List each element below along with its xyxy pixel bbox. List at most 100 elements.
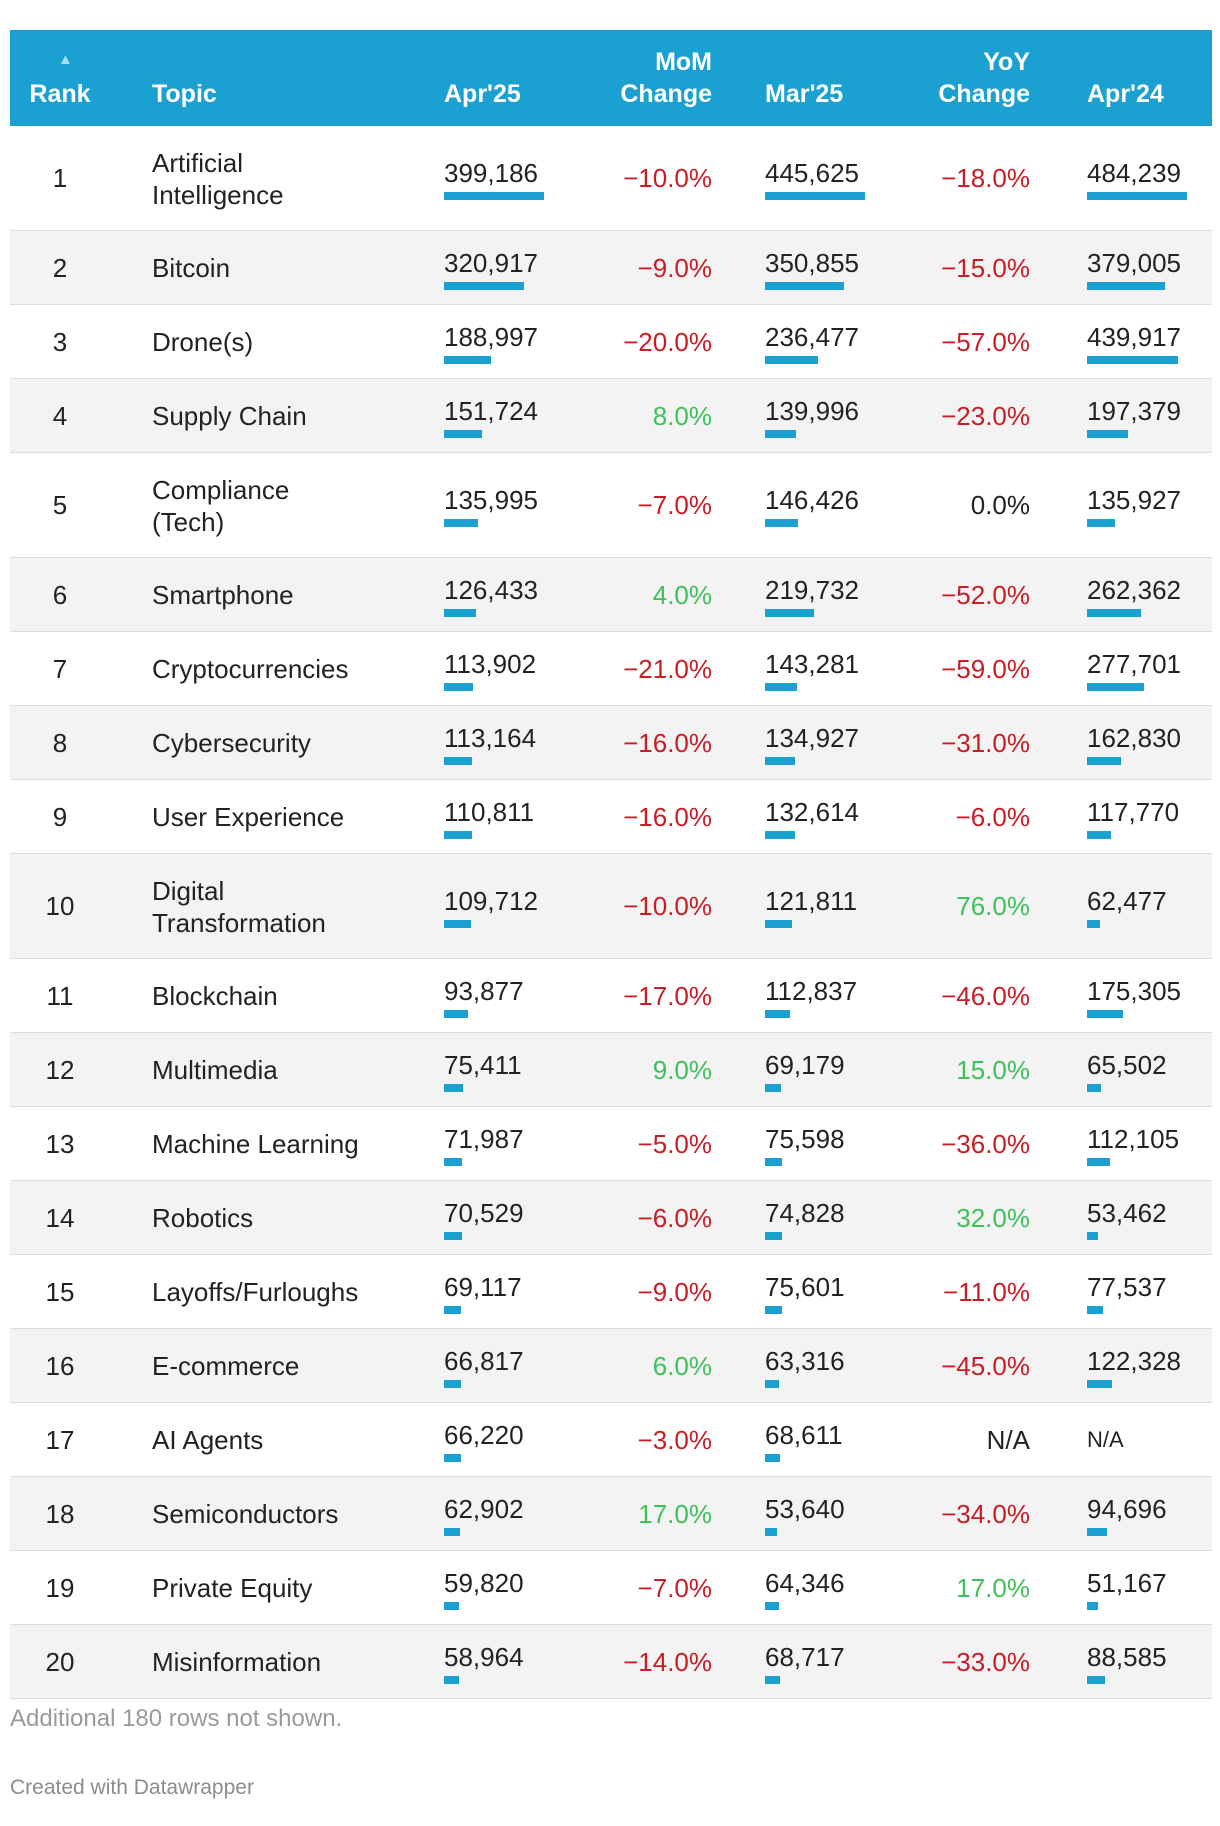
mom-change-cell: 8.0% bbox=[652, 401, 712, 431]
topic-cell: Semiconductors bbox=[152, 1498, 452, 1530]
mom-change-cell: −7.0% bbox=[637, 490, 712, 520]
apr25-value: 66,220 bbox=[444, 1420, 524, 1450]
table-row: 19 Private Equity 59,820 64,346 51,167 −7.0% 1… bbox=[10, 1551, 1212, 1625]
table-row: 6 Smartphone 126,433 219,732 262,362 4.0% −52.… bbox=[10, 558, 1212, 632]
topic-line: E-commerce bbox=[152, 1351, 300, 1381]
mom-change-cell: −16.0% bbox=[623, 728, 712, 758]
mar25-bar bbox=[765, 1380, 779, 1388]
yoy-change-cell: −36.0% bbox=[941, 1129, 1030, 1159]
yoy-change-cell: N/A bbox=[986, 1425, 1030, 1455]
topic-cell: Smartphone bbox=[152, 579, 452, 611]
mom-change-cell: −10.0% bbox=[623, 163, 712, 193]
apr24-bar bbox=[1087, 683, 1144, 691]
apr24-bar bbox=[1087, 757, 1121, 765]
apr24-value: 77,537 bbox=[1087, 1272, 1167, 1302]
table-row: 5 Compliance (Tech) 135,995 146,426 135,927 −7… bbox=[10, 453, 1212, 558]
rank-cell: 7 bbox=[52, 654, 68, 684]
apr25-bar bbox=[444, 1158, 462, 1166]
apr25-value: 69,117 bbox=[444, 1272, 522, 1302]
mar25-bar bbox=[765, 831, 795, 839]
header-yoy-line2: Change bbox=[938, 80, 1030, 108]
apr24-value: 484,239 bbox=[1087, 158, 1181, 188]
apr24-bar bbox=[1087, 1158, 1110, 1166]
topic-cell: Supply Chain bbox=[152, 400, 452, 432]
table-header: ▲ Rank Topic Apr'25 MoM Change Mar'25 Yo… bbox=[10, 30, 1212, 126]
yoy-change-cell: −6.0% bbox=[955, 802, 1030, 832]
mom-change-cell: 17.0% bbox=[638, 1499, 712, 1529]
header-mar25[interactable]: Mar'25 bbox=[765, 80, 844, 108]
yoy-change-cell: −33.0% bbox=[941, 1647, 1030, 1677]
apr24-bar bbox=[1087, 831, 1111, 839]
apr25-bar bbox=[444, 282, 524, 290]
header-mom-change[interactable]: MoM Change bbox=[542, 46, 712, 110]
mar25-value: 139,996 bbox=[765, 396, 859, 426]
topic-cell: User Experience bbox=[152, 801, 452, 833]
mar25-value: 53,640 bbox=[765, 1494, 845, 1524]
mom-change-cell: 4.0% bbox=[652, 580, 712, 610]
topic-line: Transformation bbox=[152, 908, 326, 938]
apr24-value: 162,830 bbox=[1087, 723, 1181, 753]
apr24-value: 65,502 bbox=[1087, 1050, 1167, 1080]
mar25-value: 146,426 bbox=[765, 485, 859, 515]
mar25-bar bbox=[765, 430, 796, 438]
topic-cell: Private Equity bbox=[152, 1572, 452, 1604]
apr24-bar bbox=[1087, 609, 1141, 617]
table-row: 16 E-commerce 66,817 63,316 122,328 6.0% −45.0… bbox=[10, 1329, 1212, 1403]
topic-line: Machine Learning bbox=[152, 1129, 359, 1159]
yoy-change-cell: −52.0% bbox=[941, 580, 1030, 610]
mar25-bar bbox=[765, 1084, 781, 1092]
rank-cell: 6 bbox=[52, 580, 68, 610]
rank-cell: 4 bbox=[52, 401, 68, 431]
credit-line: Created with Datawrapper bbox=[10, 1776, 254, 1799]
table-row: 17 AI Agents 66,220 68,611 N/A −3.0% N/A bbox=[10, 1403, 1212, 1477]
topic-line: Blockchain bbox=[152, 981, 278, 1011]
mom-change-cell: −3.0% bbox=[637, 1425, 712, 1455]
mar25-bar bbox=[765, 683, 797, 691]
topic-line: Layoffs/Furloughs bbox=[152, 1277, 359, 1307]
apr25-bar bbox=[444, 1380, 461, 1388]
topic-line: (Tech) bbox=[152, 507, 225, 537]
apr24-bar bbox=[1087, 1010, 1123, 1018]
apr25-value: 75,411 bbox=[444, 1050, 522, 1080]
apr25-value: 58,964 bbox=[444, 1642, 524, 1672]
table-row: 4 Supply Chain 151,724 139,996 197,379 8.0% −2… bbox=[10, 379, 1212, 453]
apr24-value: 439,917 bbox=[1087, 322, 1181, 352]
table-row: 11 Blockchain 93,877 112,837 175,305 −17.0% −4… bbox=[10, 959, 1212, 1033]
header-topic[interactable]: Topic bbox=[152, 80, 217, 108]
mom-change-cell: −9.0% bbox=[637, 253, 712, 283]
mar25-bar bbox=[765, 609, 814, 617]
topic-cell: Multimedia bbox=[152, 1054, 452, 1086]
mar25-value: 143,281 bbox=[765, 649, 859, 679]
header-yoy-change[interactable]: YoY Change bbox=[860, 46, 1030, 110]
apr25-value: 126,433 bbox=[444, 575, 538, 605]
apr24-bar bbox=[1087, 1232, 1098, 1240]
yoy-change-cell: −15.0% bbox=[941, 253, 1030, 283]
apr25-value: 59,820 bbox=[444, 1568, 524, 1598]
sort-ascending-icon[interactable]: ▲ bbox=[58, 51, 73, 68]
topic-line: Drone(s) bbox=[152, 327, 254, 357]
topic-line: Artificial bbox=[152, 148, 244, 178]
rank-cell: 14 bbox=[45, 1203, 75, 1233]
apr25-value: 62,902 bbox=[444, 1494, 524, 1524]
topic-line: Multimedia bbox=[152, 1055, 278, 1085]
table-row: 20 Misinformation 58,964 68,717 88,585 −14.0%… bbox=[10, 1625, 1212, 1699]
rank-cell: 5 bbox=[52, 490, 68, 520]
apr24-value: 379,005 bbox=[1087, 248, 1181, 278]
mar25-bar bbox=[765, 1158, 782, 1166]
topic-cell: E-commerce bbox=[152, 1350, 452, 1382]
apr24-bar bbox=[1087, 920, 1100, 928]
header-yoy-line1: YoY bbox=[983, 48, 1030, 76]
apr25-bar bbox=[444, 1602, 459, 1610]
apr25-bar bbox=[444, 920, 471, 928]
header-rank[interactable]: Rank bbox=[29, 80, 91, 108]
rank-cell: 20 bbox=[45, 1647, 75, 1677]
topic-line: Cybersecurity bbox=[152, 728, 311, 758]
mar25-value: 68,611 bbox=[765, 1420, 843, 1450]
header-apr25[interactable]: Apr'25 bbox=[444, 80, 521, 108]
header-apr24[interactable]: Apr'24 bbox=[1087, 80, 1164, 108]
apr24-value: 53,462 bbox=[1087, 1198, 1167, 1228]
mom-change-cell: −17.0% bbox=[623, 981, 712, 1011]
rank-cell: 18 bbox=[45, 1499, 75, 1529]
apr24-value: 51,167 bbox=[1087, 1568, 1167, 1598]
header-mom-line2: Change bbox=[620, 80, 712, 108]
